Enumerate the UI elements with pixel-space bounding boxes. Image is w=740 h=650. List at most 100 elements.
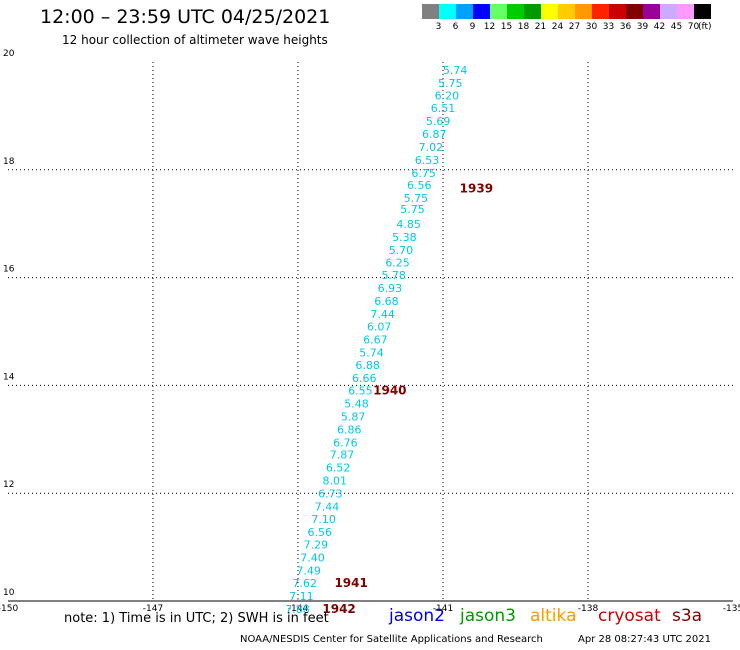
wave-height-reading: 6.51 bbox=[431, 102, 456, 115]
wave-height-reading: 7.62 bbox=[293, 577, 318, 590]
wave-height-reading: 5.74 bbox=[443, 64, 468, 77]
wave-height-reading: 6.68 bbox=[374, 295, 399, 308]
legend-swatch bbox=[456, 4, 473, 19]
wave-height-reading: 7.44 bbox=[370, 308, 395, 321]
legend-label: 15 bbox=[500, 22, 513, 32]
wave-height-reading: 6.53 bbox=[415, 154, 440, 167]
legend-label: 70 bbox=[687, 22, 700, 32]
map-title: 12:00 – 23:59 UTC 04/25/2021 bbox=[40, 6, 331, 28]
legend-label: 24 bbox=[551, 22, 564, 32]
wave-height-reading: 5.75 bbox=[438, 77, 463, 90]
legend-label: 3 bbox=[435, 22, 442, 32]
wave-height-reading: 5.48 bbox=[344, 397, 369, 410]
wave-height-reading: 6.67 bbox=[363, 333, 388, 346]
wave-height-reading: 7.02 bbox=[419, 141, 444, 154]
wave-height-reading: 5.69 bbox=[426, 115, 451, 128]
wave-height-reading: 6.07 bbox=[367, 320, 392, 333]
wave-height-reading: 5.74 bbox=[359, 346, 384, 359]
generation-timestamp: Apr 28 08:27:43 UTC 2021 bbox=[578, 634, 711, 645]
wave-height-reading: 6.56 bbox=[308, 526, 333, 539]
wave-height-reading: 7.40 bbox=[300, 552, 325, 565]
wave-height-reading: 6.88 bbox=[355, 359, 380, 372]
wave-height-reading: 7.88 bbox=[285, 603, 310, 616]
wave-height-reading: 6.55 bbox=[348, 385, 373, 398]
wave-height-reading: 8.01 bbox=[322, 475, 347, 488]
legend-swatch bbox=[524, 4, 541, 19]
map-subtitle: 12 hour collection of altimeter wave hei… bbox=[62, 33, 328, 47]
wave-height-reading: 5.78 bbox=[381, 269, 406, 282]
x-tick-label: -144 bbox=[288, 604, 309, 614]
y-tick-label: 20 bbox=[3, 49, 15, 59]
legend-label: 30 bbox=[585, 22, 598, 32]
wave-height-reading: 5.75 bbox=[400, 203, 425, 216]
legend-swatch bbox=[626, 4, 643, 19]
wave-height-reading: 6.66 bbox=[352, 372, 377, 385]
x-tick-label: -138 bbox=[578, 604, 599, 614]
y-tick-label: 18 bbox=[3, 157, 15, 167]
wave-height-reading: 7.29 bbox=[304, 539, 329, 552]
legend-label: 21 bbox=[534, 22, 547, 32]
wave-height-reading: 7.49 bbox=[296, 565, 321, 578]
wave-height-reading: 6.73 bbox=[318, 488, 343, 501]
wave-height-reading: 5.70 bbox=[389, 244, 414, 257]
legend-label: 42 bbox=[653, 22, 666, 32]
satellite-label-cryosat: cryosat bbox=[598, 606, 661, 626]
satellite-label-s3a: s3a bbox=[672, 606, 703, 626]
x-tick-label: -147 bbox=[143, 604, 163, 614]
legend-swatch bbox=[541, 4, 558, 19]
legend-label: 9 bbox=[469, 22, 476, 32]
legend-swatch bbox=[592, 4, 609, 19]
legend-swatch bbox=[490, 4, 507, 19]
satellite-label-jason3: jason3 bbox=[460, 606, 516, 626]
x-tick-label: -141 bbox=[433, 604, 453, 614]
legend-swatch bbox=[507, 4, 524, 19]
wave-height-reading: 5.87 bbox=[341, 410, 366, 423]
credit-line: NOAA/NESDIS Center for Satellite Applica… bbox=[240, 634, 543, 645]
legend-swatch bbox=[575, 4, 592, 19]
wave-height-reading: 6.93 bbox=[378, 282, 403, 295]
legend-swatch bbox=[694, 4, 711, 19]
legend-label: 18 bbox=[517, 22, 530, 32]
y-tick-label: 10 bbox=[3, 588, 15, 598]
legend-label: 12 bbox=[483, 22, 496, 32]
satellite-label-jason2: jason2 bbox=[389, 606, 445, 626]
legend-swatch bbox=[643, 4, 660, 19]
wave-height-reading: 6.25 bbox=[385, 256, 410, 269]
pass-time-label: 1942 bbox=[322, 602, 355, 616]
wave-height-reading: 7.10 bbox=[311, 513, 336, 526]
wave-height-reading: 6.56 bbox=[407, 179, 432, 192]
wave-height-reading: 7.44 bbox=[315, 500, 340, 513]
legend-label: 33 bbox=[602, 22, 615, 32]
wave-height-reading: 6.76 bbox=[333, 436, 358, 449]
y-tick-label: 14 bbox=[3, 372, 15, 382]
pass-time-label: 1940 bbox=[373, 384, 406, 398]
pass-time-label: 1939 bbox=[460, 181, 493, 195]
wave-height-reading: 6.75 bbox=[411, 167, 436, 180]
wave-height-reading: 6.87 bbox=[422, 128, 447, 141]
satellite-label-altika: altika bbox=[530, 606, 577, 626]
y-tick-label: 12 bbox=[3, 480, 14, 490]
wave-height-reading: 5.75 bbox=[404, 192, 429, 205]
legend-unit: (ft) bbox=[698, 22, 712, 32]
legend-label: 6 bbox=[452, 22, 459, 32]
wave-height-reading: 6.52 bbox=[326, 462, 351, 475]
footnote: note: 1) Time is in UTC; 2) SWH is in fe… bbox=[64, 611, 329, 626]
wave-height-reading: 7.11 bbox=[289, 590, 314, 603]
legend-swatch bbox=[422, 4, 439, 19]
legend-label: 39 bbox=[636, 22, 649, 32]
x-tick-label: -135 bbox=[723, 604, 740, 614]
wave-height-reading: 7.87 bbox=[330, 449, 355, 462]
legend-label: 36 bbox=[619, 22, 632, 32]
legend-swatch bbox=[439, 4, 456, 19]
pass-time-label: 1941 bbox=[334, 576, 367, 590]
y-tick-label: 16 bbox=[3, 265, 15, 275]
wave-height-reading: 5.38 bbox=[392, 231, 417, 244]
wave-height-reading: 6.86 bbox=[337, 423, 362, 436]
legend-label: 27 bbox=[568, 22, 581, 32]
legend-label: 45 bbox=[670, 22, 683, 32]
legend-swatch bbox=[677, 4, 694, 19]
x-tick-label: -150 bbox=[0, 604, 18, 614]
legend-swatch bbox=[558, 4, 575, 19]
wave-height-reading: 6.20 bbox=[435, 90, 460, 103]
